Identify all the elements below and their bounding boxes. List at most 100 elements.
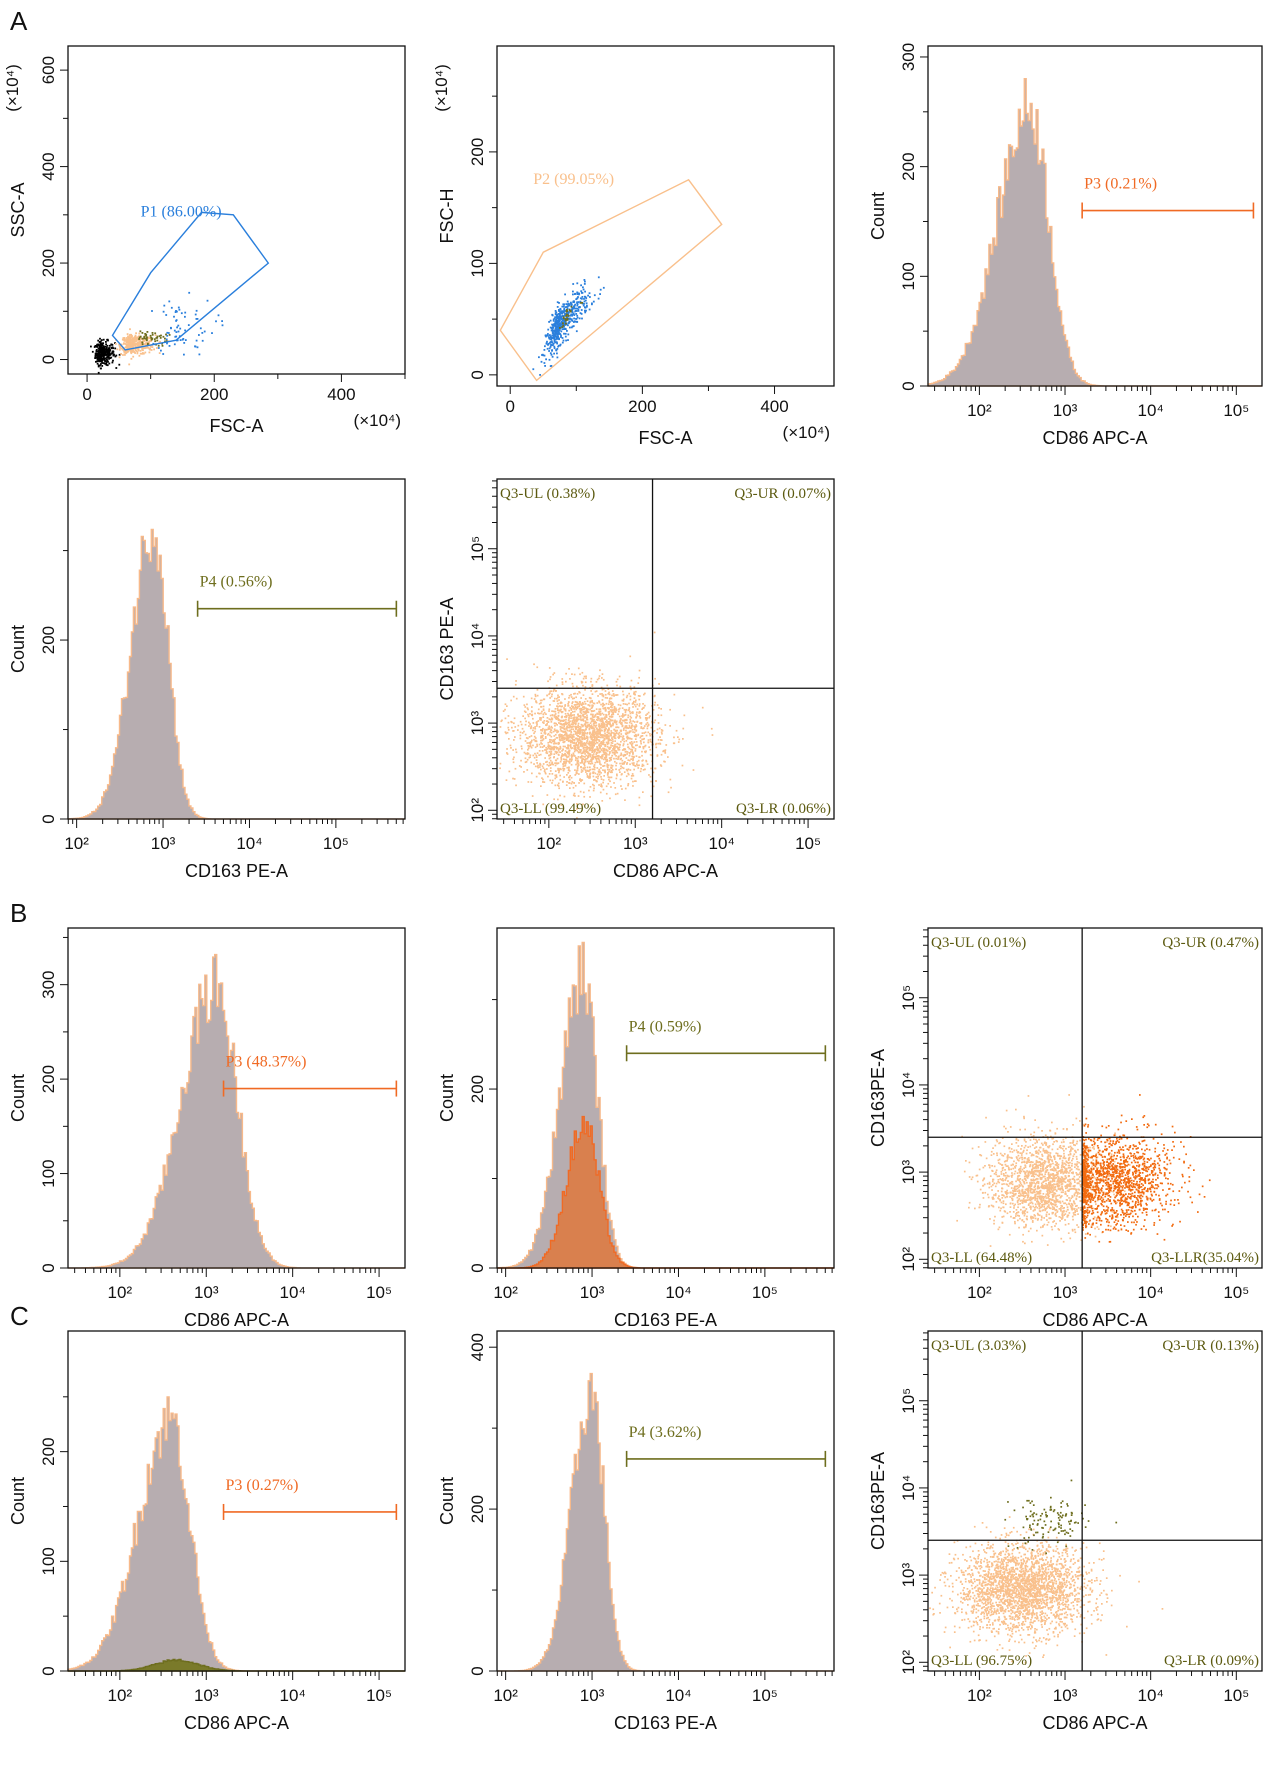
C2-histogram-chart: 10² 10³ 10⁴ 10⁵ 0 200 400 CD163 PE-A Count P4 (3.… [437, 1330, 835, 1733]
A1-x-tick-label: 400 [327, 385, 355, 404]
C3-x-axis-label: CD86 APC-A [1042, 1713, 1147, 1733]
C2-y-tick-label: 200 [468, 1495, 487, 1523]
A3-x-tick-label: 10² [967, 401, 992, 420]
A4-y-tick-label: 200 [39, 626, 58, 654]
C1-x-tick-label: 10⁵ [366, 1686, 392, 1705]
A2-gate-polygon [499, 178, 723, 382]
A1-y-tick-label: 400 [39, 152, 58, 180]
B2-y-tick-label: 200 [468, 1075, 487, 1103]
B3-quadrant-label-ll: Q3-LL (64.48%) [931, 1250, 1032, 1266]
A1-y-multiplier: (×10⁴) [3, 64, 22, 111]
B3-x-tick-label: 10² [967, 1283, 992, 1302]
A1-x-tick-label: 200 [200, 385, 228, 404]
A5-population-cells [499, 631, 714, 819]
C2-x-tick-label: 10⁴ [665, 1686, 691, 1705]
B3-y-axis-label: CD163PE-A [868, 1049, 888, 1147]
C1-x-tick-label: 10² [108, 1686, 133, 1705]
B1-y-tick-label: 0 [39, 1263, 58, 1272]
C2-x-tick-label: 10³ [580, 1686, 605, 1705]
A1-y-axis-label: SSC-A [8, 182, 28, 237]
C3-y-tick-label: 10² [899, 1650, 918, 1675]
A5-quadrant-label-ur: Q3-UR (0.07%) [734, 486, 831, 502]
B1-x-tick-label: 10² [108, 1283, 133, 1302]
C3-quadrant-label-lr: Q3-LR (0.09%) [1164, 1653, 1259, 1669]
A1-gate-label: P1 (86.00%) [141, 203, 222, 220]
A2-y-tick-label: 100 [468, 249, 487, 277]
A4-x-tick-label: 10² [64, 834, 89, 853]
A5-x-tick-label: 10³ [623, 834, 648, 853]
C3-x-tick-label: 10⁴ [1138, 1686, 1164, 1705]
B1-x-tick-label: 10⁴ [280, 1283, 306, 1302]
C1-y-tick-label: 200 [39, 1437, 58, 1465]
A1-x-tick-label: 0 [82, 385, 91, 404]
C2-y-tick-label: 400 [468, 1333, 487, 1361]
A2-y-multiplier: (×10⁴) [432, 64, 451, 111]
B3-quadrant-label-ur: Q3-UR (0.47%) [1162, 935, 1259, 951]
B1-y-axis-label: Count [8, 1074, 28, 1122]
B3-x-tick-label: 10⁴ [1138, 1283, 1164, 1302]
A2-x-multiplier: (×10⁴) [783, 423, 830, 442]
A3-x-tick-label: 10⁴ [1138, 401, 1164, 420]
A3-y-tick-label: 100 [899, 262, 918, 290]
A5-x-axis-label: CD86 APC-A [613, 861, 718, 881]
C3-quadrant-chart: 10² 10³ 10⁴ 10⁵ 10² 10³ 10⁴ 10⁵ CD86 APC-A CD163P… [868, 1330, 1263, 1733]
B3-quadrant-chart: 10² 10³ 10⁴ 10⁵ 10² 10³ 10⁴ 10⁵ CD86 APC-A CD163P… [868, 927, 1263, 1330]
A3-histogram-chart: 10² 10³ 10⁴ 10⁵ 0 100 200 300 CD86 APC-A Count P3 … [868, 43, 1263, 448]
A3-x-tick-label: 10³ [1053, 401, 1078, 420]
C1-y-tick-label: 100 [39, 1547, 58, 1575]
A4-y-tick-label: 0 [39, 814, 58, 823]
C2-y-tick-label: 0 [468, 1666, 487, 1675]
A2-population-singlets [532, 276, 605, 376]
A5-y-tick-label: 10² [468, 798, 487, 823]
A5-x-tick-label: 10² [537, 834, 562, 853]
A1-plot-frame [67, 45, 406, 375]
A5-y-tick-label: 10³ [468, 710, 487, 735]
A3-y-tick-label: 200 [899, 152, 918, 180]
B2-y-axis-label: Count [437, 1074, 457, 1122]
A2-gate-label: P2 (99.05%) [533, 171, 614, 188]
B1-x-axis-label: CD86 APC-A [184, 1310, 289, 1330]
C2-x-tick-label: 10⁵ [752, 1686, 778, 1705]
A1-x-multiplier: (×10⁴) [354, 411, 401, 430]
B3-y-tick-label: 10⁴ [899, 1072, 918, 1098]
C2-histogram-total [497, 1372, 834, 1672]
A5-y-tick-label: 10⁴ [468, 623, 487, 649]
panel-label-c: C [10, 1301, 29, 1331]
A5-y-tick-label: 10⁵ [468, 536, 487, 562]
B2-histogram-total [496, 941, 834, 1269]
B3-quadrant-label-lr: Q3-LLR(35.04%) [1151, 1250, 1259, 1266]
C3-y-tick-label: 10³ [899, 1562, 918, 1587]
A3-histogram-total [927, 78, 1262, 387]
B1-y-tick-label: 200 [39, 1065, 58, 1093]
A4-x-tick-label: 10³ [151, 834, 176, 853]
B1-y-tick-label: 100 [39, 1159, 58, 1187]
A1-scatter-chart: P1 (86.00%) 0 200 400 0 200 400 600 FSC-A SSC-A (×… [3, 45, 406, 436]
A1-x-axis-label: FSC-A [210, 416, 264, 436]
A5-x-tick-label: 10⁵ [795, 834, 821, 853]
B3-x-tick-label: 10⁵ [1223, 1283, 1249, 1302]
C3-plot-frame [927, 1330, 1263, 1672]
A4-x-tick-label: 10⁵ [323, 834, 349, 853]
panel-label-b: B [10, 898, 27, 928]
C1-gate-label: P3 (0.27%) [226, 1477, 299, 1494]
C1-histogram-chart: 10² 10³ 10⁴ 10⁵ 0 100 200 CD86 APC-A Count P3 (0.… [8, 1330, 406, 1733]
C3-y-tick-label: 10⁴ [899, 1475, 918, 1501]
A2-y-axis-label: FSC-H [437, 189, 457, 244]
A1-gate-polygon [111, 211, 270, 351]
A2-scatter-chart: P2 (99.05%) 0 200 400 0 100 200 FSC-A FSC-H (×10⁴… [432, 45, 835, 448]
A4-y-axis-label: Count [8, 625, 28, 673]
B1-x-tick-label: 10⁵ [366, 1283, 392, 1302]
B2-x-tick-label: 10⁵ [752, 1283, 778, 1302]
A2-x-tick-label: 0 [505, 397, 514, 416]
A3-x-tick-label: 10⁵ [1223, 401, 1249, 420]
A5-x-tick-label: 10⁴ [709, 834, 735, 853]
B3-y-tick-label: 10² [899, 1247, 918, 1272]
B1-y-tick-label: 300 [39, 970, 58, 998]
B3-population-P3-pos [1082, 1094, 1211, 1243]
B2-x-axis-label: CD163 PE-A [614, 1310, 717, 1330]
C1-x-axis-label: CD86 APC-A [184, 1713, 289, 1733]
C1-histogram-total [67, 1396, 405, 1672]
B1-gate-label: P3 (48.37%) [226, 1054, 307, 1071]
C1-y-tick-label: 0 [39, 1666, 58, 1675]
B2-gate-label: P4 (0.59%) [629, 1018, 702, 1035]
